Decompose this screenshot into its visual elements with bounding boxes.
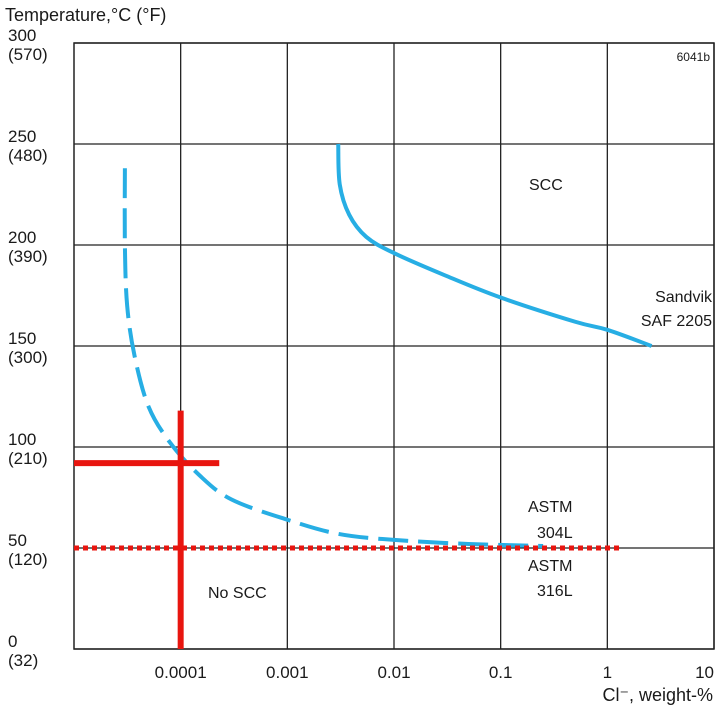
y-tick-label-f: (480) [8,146,48,165]
y-tick-label-c: 100 [8,430,36,449]
y-tick-label-c: 200 [8,228,36,247]
x-tick-labels: 0.0001 0.001 0.01 0.1 1 10 [155,663,714,682]
y-tick-label-f: (210) [8,449,48,468]
annotation-no-scc: No SCC [208,585,267,602]
annotation-astm316-line1: ASTM [528,558,572,575]
grid [73,42,715,650]
y-tick-label-f: (390) [8,247,48,266]
series-line-sandvik-saf-2205 [336,143,653,348]
annotation-astm304-line2: 304L [537,525,573,542]
y-tick-label-f: (570) [8,45,48,64]
y-tick-label-f: (32) [8,651,38,670]
x-tick-label: 1 [603,663,612,682]
y-axis-title: Temperature,°C (°F) [5,5,166,25]
y-tick-label-c: 0 [8,632,17,651]
annotation-saf-line1: Sandvik [655,289,713,306]
y-tick-label-c: 150 [8,329,36,348]
y-tick-label-f: (300) [8,348,48,367]
y-tick-label-f: (120) [8,550,48,569]
x-tick-label: 10 [695,663,714,682]
cross-marker [74,410,220,649]
figure-id: 6041b [677,50,711,64]
x-tick-label: 0.0001 [155,663,207,682]
annotation-scc: SCC [529,177,563,194]
x-tick-label: 0.001 [266,663,309,682]
series-layer [74,143,653,551]
x-tick-label: 0.01 [377,663,410,682]
annotation-astm316-line2: 316L [537,583,573,600]
annotation-astm304-line1: ASTM [528,499,572,516]
y-tick-label-c: 250 [8,127,36,146]
y-tick-label-c: 50 [8,531,27,550]
series-line-astm-304l [122,168,544,548]
x-tick-label: 0.1 [489,663,513,682]
annotation-saf-line2: SAF 2205 [641,313,712,330]
x-axis-title: Cl⁻, weight-% [602,685,713,705]
y-tick-label-c: 300 [8,26,36,45]
y-tick-labels: 0(32)50(120)100(210)150(300)200(390)250(… [8,26,48,670]
